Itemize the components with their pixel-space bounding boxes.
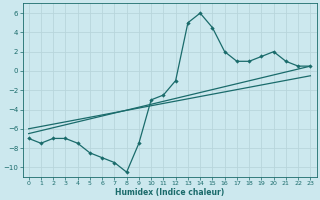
X-axis label: Humidex (Indice chaleur): Humidex (Indice chaleur) xyxy=(115,188,224,197)
